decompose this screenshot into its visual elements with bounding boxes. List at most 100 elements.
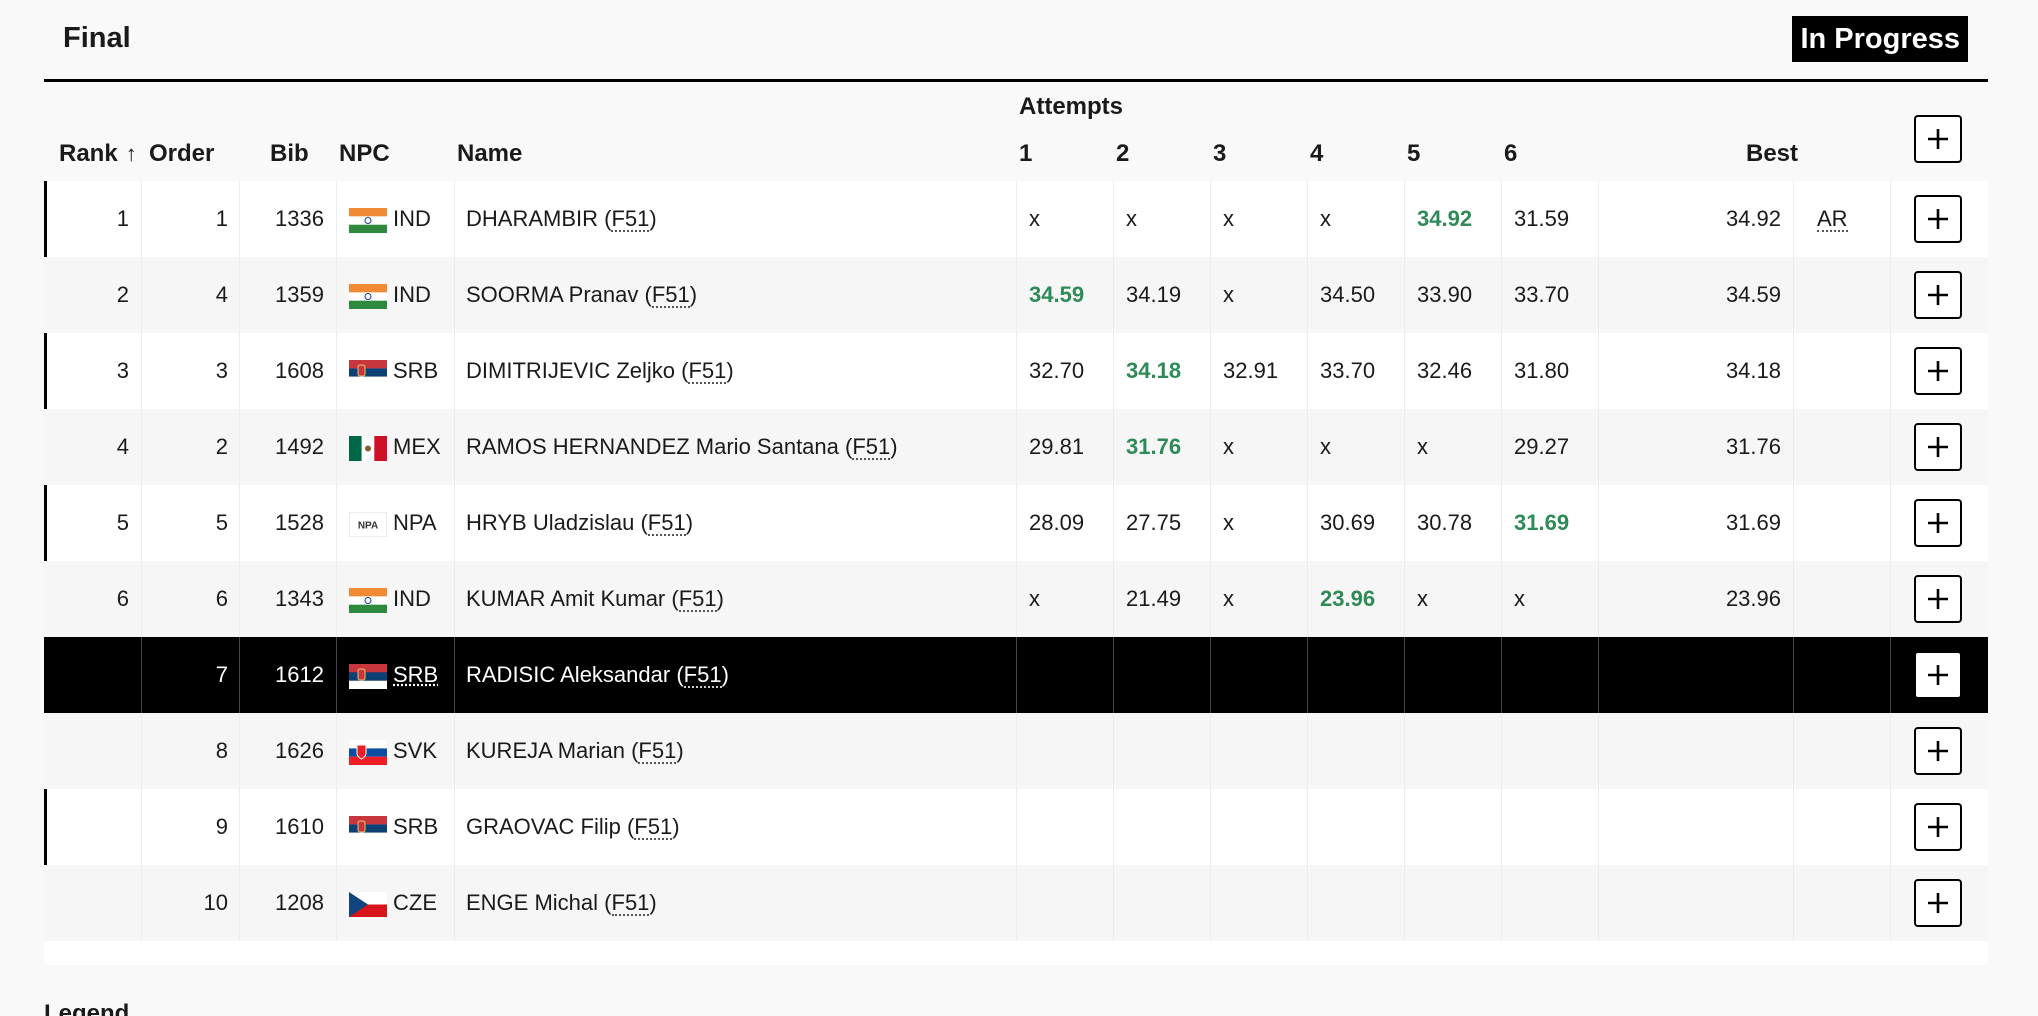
column-divider: [1598, 637, 1599, 713]
class-paren: (: [598, 890, 611, 915]
column-divider: [1793, 789, 1794, 865]
attempt-1-cell: 32.70: [1029, 333, 1084, 409]
country-flag-icon: [349, 664, 387, 689]
best-header: Best: [1746, 140, 1798, 168]
athlete-name-cell: RAMOS HERNANDEZ Mario Santana (F51): [466, 409, 898, 485]
attempt-2-header: 2: [1116, 140, 1129, 168]
column-divider: [1113, 561, 1114, 637]
expand-row-button[interactable]: [1914, 271, 1962, 319]
svg-text:NPA: NPA: [358, 521, 378, 532]
table-header: Attempts Rank ↑ Order Bib NPC Name 1 2 3 …: [44, 82, 1988, 181]
plus-icon: [1925, 738, 1951, 764]
bib-header: Bib: [270, 140, 309, 168]
npc-code: IND: [393, 561, 431, 637]
event-header: Final In Progress: [44, 0, 1988, 82]
class-paren: (: [638, 282, 651, 307]
attempt-2-cell: 34.19: [1126, 257, 1181, 333]
bib-cell: 1610: [242, 789, 324, 865]
column-divider: [239, 485, 240, 561]
attempt-6-cell: 33.70: [1514, 257, 1569, 333]
order-cell: 3: [144, 333, 228, 409]
expand-all-button[interactable]: [1914, 115, 1962, 163]
sport-class: F51: [652, 284, 690, 308]
column-divider: [141, 333, 142, 409]
plus-icon: [1925, 206, 1951, 232]
athlete-name-cell: SOORMA Pranav (F51): [466, 257, 697, 333]
column-divider: [1113, 257, 1114, 333]
column-divider: [454, 789, 455, 865]
best-cell: 34.59: [1684, 257, 1781, 333]
expand-row-button[interactable]: [1914, 347, 1962, 395]
column-divider: [1307, 637, 1308, 713]
attempt-1-cell: 34.59: [1029, 257, 1084, 333]
column-divider: [1307, 561, 1308, 637]
rank-cell: [44, 865, 129, 941]
expand-row-button[interactable]: [1914, 575, 1962, 623]
plus-icon: [1925, 586, 1951, 612]
bib-cell: 1626: [242, 713, 324, 789]
column-divider: [454, 561, 455, 637]
sort-ascending-icon: ↑: [126, 141, 137, 167]
plus-icon: [1925, 434, 1951, 460]
column-divider: [1307, 713, 1308, 789]
attempt-5-cell: 34.92: [1417, 181, 1472, 257]
class-paren: ): [649, 206, 656, 231]
bib-cell: 1359: [242, 257, 324, 333]
attempt-6-header: 6: [1504, 140, 1517, 168]
plus-icon: [1925, 890, 1951, 916]
bib-cell: 1608: [242, 333, 324, 409]
column-divider: [1210, 637, 1211, 713]
expand-row-button[interactable]: [1914, 879, 1962, 927]
best-cell: 34.18: [1684, 333, 1781, 409]
athlete-name-cell: ENGE Michal (F51): [466, 865, 657, 941]
column-divider: [1890, 181, 1891, 257]
column-divider: [1598, 485, 1599, 561]
expand-row-button[interactable]: [1914, 423, 1962, 471]
npc-code: SRB: [393, 637, 438, 713]
athlete-name-cell: KUREJA Marian (F51): [466, 713, 684, 789]
column-divider: [1501, 713, 1502, 789]
table-row: 8 1626 SVK KUREJA Marian (F51): [44, 713, 1988, 789]
country-flag-icon: [349, 208, 387, 233]
table-row: 3 3 1608 SRB DIMITRIJEVIC Zeljko (F51) 32.70 3…: [44, 333, 1988, 409]
rank-header[interactable]: Rank ↑: [59, 140, 137, 168]
plus-icon: [1925, 662, 1951, 688]
order-cell: 6: [144, 561, 228, 637]
column-divider: [1404, 485, 1405, 561]
column-divider: [336, 789, 337, 865]
expand-row-button[interactable]: [1914, 651, 1962, 699]
column-divider: [1501, 409, 1502, 485]
column-divider: [454, 333, 455, 409]
column-divider: [1890, 485, 1891, 561]
expand-row-button[interactable]: [1914, 195, 1962, 243]
column-divider: [1307, 333, 1308, 409]
column-divider: [141, 789, 142, 865]
athlete-name-cell: KUMAR Amit Kumar (F51): [466, 561, 724, 637]
expand-row-button[interactable]: [1914, 499, 1962, 547]
column-divider: [336, 485, 337, 561]
column-divider: [239, 789, 240, 865]
column-divider: [239, 257, 240, 333]
attempt-5-cell: 33.90: [1417, 257, 1472, 333]
order-cell: 7: [144, 637, 228, 713]
column-divider: [1890, 789, 1891, 865]
country-flag-icon: [349, 360, 387, 385]
column-divider: [1598, 181, 1599, 257]
sport-class: F51: [679, 588, 717, 612]
best-cell: 23.96: [1684, 561, 1781, 637]
column-divider: [1598, 713, 1599, 789]
column-divider: [1210, 865, 1211, 941]
column-divider: [239, 561, 240, 637]
column-divider: [336, 409, 337, 485]
expand-row-button[interactable]: [1914, 803, 1962, 851]
bib-cell: 1492: [242, 409, 324, 485]
column-divider: [454, 637, 455, 713]
column-divider: [1501, 789, 1502, 865]
column-divider: [239, 637, 240, 713]
column-divider: [1890, 333, 1891, 409]
column-divider: [1404, 409, 1405, 485]
expand-row-button[interactable]: [1914, 727, 1962, 775]
attempt-1-header: 1: [1019, 140, 1032, 168]
attempt-6-cell: 31.59: [1514, 181, 1569, 257]
column-divider: [1793, 409, 1794, 485]
